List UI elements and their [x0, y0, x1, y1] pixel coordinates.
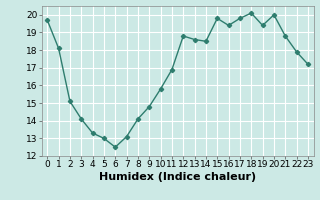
X-axis label: Humidex (Indice chaleur): Humidex (Indice chaleur)	[99, 172, 256, 182]
